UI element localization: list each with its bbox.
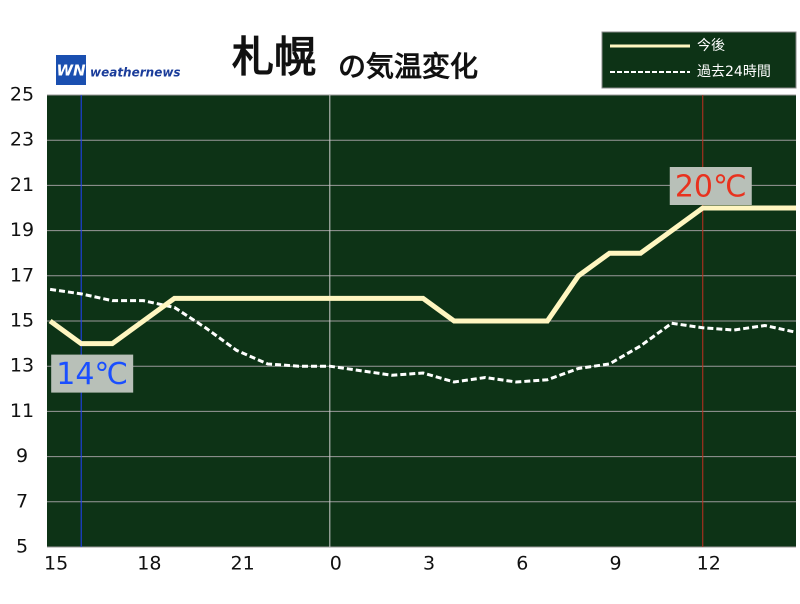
x-tick-label: 12 bbox=[697, 553, 721, 575]
series-line bbox=[48, 205, 796, 347]
logo: WN weathernews bbox=[56, 55, 181, 85]
y-tick-label: 25 bbox=[10, 84, 34, 106]
annotation-label: 14℃ bbox=[56, 357, 128, 392]
x-tick-label: 18 bbox=[137, 553, 161, 575]
series-line bbox=[49, 287, 797, 384]
y-tick-label: 23 bbox=[10, 129, 34, 151]
y-tick-label: 5 bbox=[16, 536, 28, 558]
y-tick-label: 13 bbox=[10, 355, 34, 377]
annotation-label: 20℃ bbox=[675, 170, 747, 205]
logo-icon bbox=[56, 55, 86, 85]
y-tick-label: 7 bbox=[16, 490, 28, 512]
x-tick-label: 6 bbox=[516, 553, 528, 575]
y-tick-label: 15 bbox=[10, 310, 34, 332]
x-tick-label: 15 bbox=[44, 553, 68, 575]
annotation-box bbox=[51, 354, 134, 393]
logo-mark: WN bbox=[56, 62, 86, 80]
annotation: 14℃ bbox=[51, 354, 134, 393]
chart-subtitle: の気温変化 bbox=[338, 50, 478, 83]
y-tick-label: 17 bbox=[10, 264, 34, 286]
annotation-box bbox=[669, 167, 752, 205]
legend bbox=[601, 31, 797, 89]
legend-label: 今後 bbox=[697, 38, 725, 54]
logo-text: weathernews bbox=[90, 66, 181, 80]
annotation: 20℃ bbox=[669, 167, 752, 205]
x-tick-label: 3 bbox=[423, 553, 435, 575]
x-tick-label: 0 bbox=[330, 553, 342, 575]
y-tick-label: 11 bbox=[10, 400, 34, 422]
chart-title: 札幌 bbox=[232, 33, 316, 82]
x-tick-label: 21 bbox=[230, 553, 254, 575]
y-tick-label: 21 bbox=[10, 174, 34, 196]
x-tick-label: 9 bbox=[609, 553, 621, 575]
legend-label: 過去24時間 bbox=[697, 64, 771, 80]
y-tick-label: 19 bbox=[10, 219, 34, 241]
y-tick-label: 9 bbox=[16, 445, 28, 467]
